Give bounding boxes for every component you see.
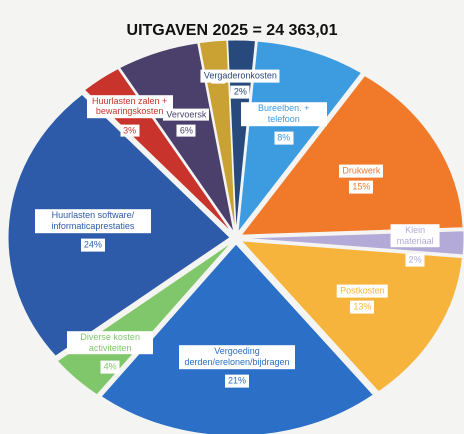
slice-label: Postkosten <box>337 285 388 298</box>
slice-label: Diverse kosten activiteiten <box>67 331 154 355</box>
slice-label: Vervoersk <box>163 108 210 122</box>
pie-slice <box>240 74 464 236</box>
pie-slice <box>100 243 375 434</box>
slice-label: Klein materiaal <box>390 224 440 248</box>
slice-label: Huurlasten software/ informaticaprestati… <box>34 209 151 233</box>
chart-title: UITGAVEN 2025 = 24 363,01 <box>126 22 338 39</box>
pie-slice <box>198 39 236 233</box>
slice-label: Vergaderonkosten <box>200 69 280 83</box>
pie-slice <box>237 40 363 235</box>
value-label: 4% <box>100 360 120 374</box>
value-label: 15% <box>349 180 374 194</box>
value-label: 8% <box>274 131 294 145</box>
value-label: 3% <box>120 124 140 138</box>
value-label: 2% <box>405 253 425 267</box>
slice-label: Bureelben. + telefoon <box>240 102 327 126</box>
pie-slice <box>56 241 233 396</box>
slice-label: Huurlasten zalen + bewaringskosten <box>86 94 173 119</box>
value-label: 6% <box>176 124 196 138</box>
slice-label: Drukwerk <box>339 164 384 178</box>
value-label: 24% <box>80 238 105 252</box>
slice-label: Vergoeding derden/erelonen/bijdragen <box>179 345 295 369</box>
pie-slice <box>240 240 463 393</box>
pie-slice <box>118 42 235 233</box>
value-label: 2% <box>230 85 250 99</box>
value-label: 21% <box>224 374 250 388</box>
value-label: 13% <box>350 301 375 314</box>
